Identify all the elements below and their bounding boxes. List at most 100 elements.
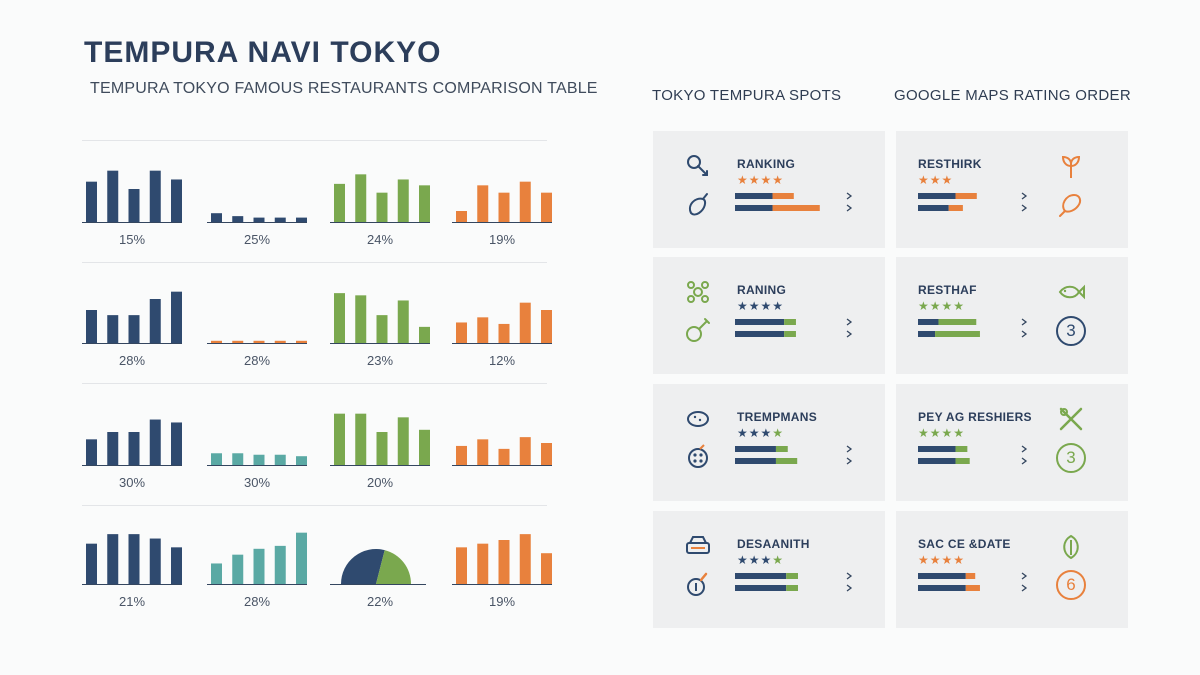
rating-bar-base (735, 446, 776, 452)
rating-bar-accent (775, 446, 788, 452)
pie-slice (341, 549, 385, 584)
star-icon: ★ (760, 299, 773, 313)
rating-bar-base (735, 585, 787, 591)
bar (376, 432, 388, 465)
bar (397, 179, 409, 222)
lotus-root-icon (683, 442, 713, 472)
restaurant-name: PEY AG RESHIERS (918, 410, 1032, 424)
bar (355, 174, 367, 222)
bar (296, 456, 307, 465)
bar (128, 315, 140, 343)
star-icon: ★ (737, 426, 749, 440)
bar (519, 302, 531, 343)
mini-bar-chart (207, 395, 307, 475)
rating-bar-accent (948, 205, 963, 211)
bar (477, 185, 489, 222)
arrow-right-icon (846, 318, 853, 326)
star-icon: ★ (929, 173, 942, 187)
star-icon: ★ (918, 426, 930, 440)
arrow-right-icon (1021, 318, 1028, 326)
bar (211, 213, 222, 222)
bar (149, 299, 161, 343)
star-icon: ★ (941, 173, 954, 187)
mini-bar-chart (330, 273, 430, 353)
bar (274, 217, 286, 222)
bar (419, 326, 430, 343)
restaurant-card[interactable]: RESTHIRK ★★★ (896, 131, 1128, 248)
mini-pie-chart (330, 514, 430, 594)
bar (86, 543, 97, 584)
bar (232, 554, 244, 584)
rating-bar-accent (772, 193, 794, 199)
rating-bar-accent (965, 573, 976, 579)
arrow-right-icon (846, 445, 853, 453)
star-rating: ★★★★ (918, 553, 965, 567)
row-divider (82, 505, 547, 506)
drumstick-icon (683, 315, 713, 345)
restaurant-card[interactable]: RANING ★★★★ (653, 257, 885, 374)
star-icon: ★ (772, 173, 785, 187)
bar (456, 547, 467, 584)
arrow-right-icon (846, 572, 853, 580)
rating-bars (735, 445, 853, 465)
bar (498, 323, 510, 343)
arrow-right-icon (846, 192, 853, 200)
percentage-label: 23% (366, 353, 394, 368)
bar (253, 340, 265, 343)
bar (149, 538, 161, 584)
arrow-right-icon (1021, 457, 1028, 465)
fish-icon (1056, 277, 1086, 307)
bar (498, 192, 510, 222)
star-rating: ★★★★ (918, 299, 965, 313)
mini-bar-chart (82, 514, 182, 594)
bar (376, 192, 388, 222)
rating-bar-base (918, 446, 956, 452)
bar (456, 211, 467, 222)
rating-bars (918, 445, 1028, 465)
arrow-right-icon (846, 584, 853, 592)
bar (274, 340, 286, 343)
star-icon: ★ (748, 299, 761, 313)
rating-bar-base (735, 331, 785, 337)
percentage-label: 20% (366, 475, 394, 490)
restaurant-card[interactable]: 3 PEY AG RESHIERS ★★★★ (896, 384, 1128, 501)
row-divider (82, 383, 547, 384)
rank-badge: 3 (1056, 443, 1086, 473)
bar (296, 340, 307, 343)
arrow-right-icon (1021, 584, 1028, 592)
star-rating: ★★★★ (918, 426, 965, 440)
mini-bar-chart (207, 152, 307, 232)
bar (171, 422, 182, 465)
bar (456, 445, 467, 465)
rating-bars (735, 318, 853, 338)
percentage-label: 28% (243, 594, 271, 609)
bar (296, 217, 307, 222)
bar (232, 453, 244, 465)
bar (232, 216, 244, 222)
bar (211, 563, 222, 584)
bar (128, 432, 140, 465)
restaurant-card[interactable]: 3 RESTHAF ★★★★ (896, 257, 1128, 374)
restaurant-card[interactable]: DESAANITH ★★★★ (653, 511, 885, 628)
bar (211, 453, 222, 465)
star-icon: ★ (737, 553, 749, 567)
rating-bars (735, 192, 853, 212)
bar (128, 189, 140, 222)
star-icon: ★ (929, 553, 942, 567)
bar (171, 179, 182, 222)
bar (477, 317, 489, 343)
rice-box-icon (683, 531, 713, 561)
restaurant-card[interactable]: 6 SAC CE &DATE ★★★★ (896, 511, 1128, 628)
star-icon: ★ (918, 553, 930, 567)
star-icon: ★ (760, 426, 773, 440)
star-icon: ★ (953, 553, 966, 567)
restaurant-card[interactable]: TREMPMANS ★★★★ (653, 384, 885, 501)
page-title: TEMPURA NAVI TOKYO (84, 36, 442, 69)
restaurant-card[interactable]: RANKING ★★★★ (653, 131, 885, 248)
rating-bar-base (918, 205, 949, 211)
bar (171, 547, 182, 584)
star-icon: ★ (772, 299, 785, 313)
star-icon: ★ (760, 173, 773, 187)
mini-bar-chart (452, 273, 552, 353)
bar (355, 295, 367, 343)
